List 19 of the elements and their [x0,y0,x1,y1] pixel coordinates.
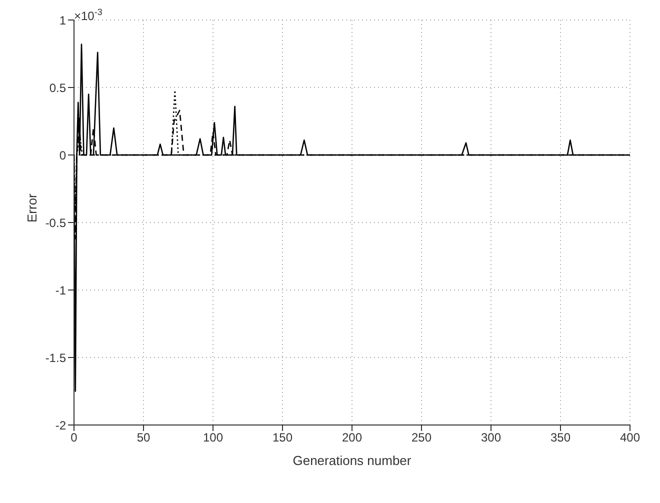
y-tick-label: 1 [59,13,66,28]
x-tick-label: 250 [411,430,432,445]
y-tick-label: 0.5 [49,80,66,95]
y-axis-title: Error [24,192,40,222]
y-tick-label: -2 [55,418,66,432]
y-tick-label: -0.5 [45,216,66,230]
y-tick-label: -1.5 [45,350,66,365]
x-tick-label: 50 [136,430,150,445]
x-axis-title: Generations number [292,453,412,468]
annotation: ×10$^{-3}$ [74,7,102,23]
x-tick-label: 200 [342,430,362,445]
x-tick-label: 150 [272,430,293,445]
x-tick-label: 300 [480,430,502,445]
x-tick-label: 100 [202,430,224,445]
x-tick-label: 0 [70,430,78,445]
y-tick-label: -1 [55,283,66,298]
x-tick-label: 400 [620,430,640,445]
x-tick-label: 350 [550,430,571,445]
y-tick-label: 0 [59,148,66,162]
